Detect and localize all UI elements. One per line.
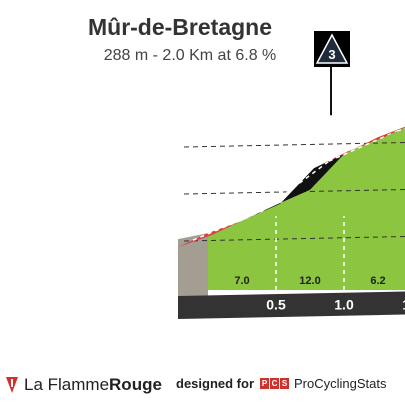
pcs-logo-icon: P C S	[260, 378, 290, 389]
x-tick-label: 1.0	[334, 297, 354, 313]
brand-suffix: Rouge	[109, 375, 162, 394]
profile-area	[208, 126, 405, 290]
flame-icon	[6, 377, 18, 393]
segment-gradient-label: 7.0	[234, 275, 249, 287]
designed-for-label: designed for	[176, 376, 255, 391]
climb-title: Mûr-de-Bretagne	[87, 14, 272, 40]
climb-summary: 288 m - 2.0 Km at 6.8 %	[103, 47, 277, 64]
segment-gradient-label: 6.2	[370, 275, 385, 287]
x-tick-label: 0.5	[266, 297, 286, 313]
pcs-letter: C	[270, 378, 280, 389]
gradient-segment	[246, 154, 344, 219]
grid-line	[183, 236, 405, 242]
la-flamme-rouge-logo: La Flamme Rouge	[4, 374, 162, 396]
category-triangle-icon	[315, 33, 349, 64]
distance-band	[178, 291, 405, 319]
grid-line	[183, 189, 405, 195]
category-number: 3	[328, 47, 335, 62]
pcs-letter: P	[260, 378, 270, 389]
footer-credit: designed for P C S ProCyclingStats	[176, 376, 387, 391]
gradient-ridge	[178, 126, 405, 248]
grid-line	[183, 142, 405, 148]
x-tick-label: 1.5	[402, 297, 405, 313]
segment-gradient-label: 12.0	[299, 275, 320, 287]
grid-layer	[183, 142, 405, 290]
segment-center-line	[260, 160, 330, 213]
category-badge: 3	[314, 31, 350, 67]
label-layer: 150m200m250m0.51.01.52.07.012.06.22.1	[234, 275, 405, 313]
pcs-letter: S	[280, 378, 290, 389]
gradient-segment	[382, 127, 405, 139]
brand-prefix: La Flamme	[24, 375, 110, 394]
site-name: ProCyclingStats	[294, 376, 387, 391]
